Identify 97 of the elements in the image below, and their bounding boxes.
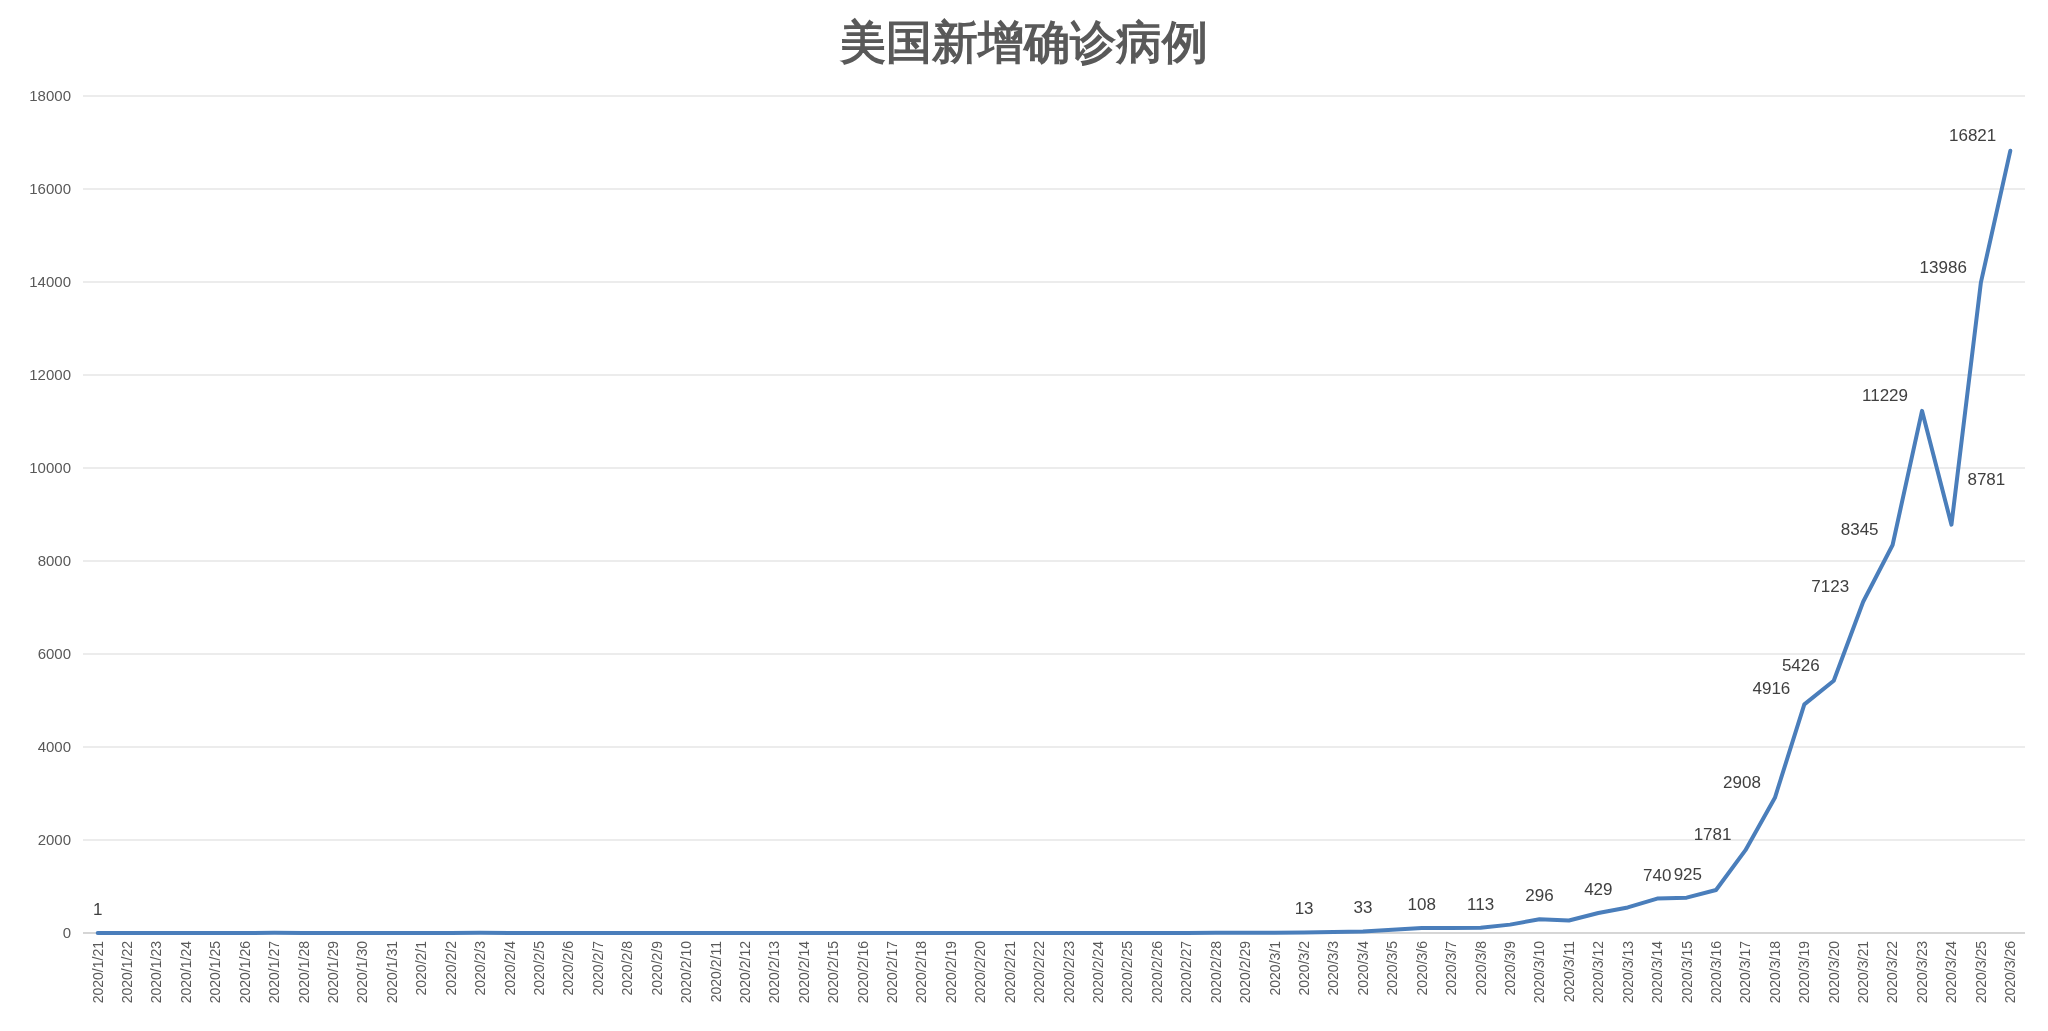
data-label: 8345 xyxy=(1840,519,1879,539)
x-tick-label: 2020/3/11 xyxy=(1560,940,1577,1003)
x-tick-label: 2020/3/25 xyxy=(1972,940,1989,1004)
x-tick-label: 2020/2/4 xyxy=(501,940,518,996)
x-tick-label: 2020/3/4 xyxy=(1354,940,1371,996)
x-tick-label: 2020/3/17 xyxy=(1737,940,1754,1004)
x-tick-label: 2020/3/1 xyxy=(1266,940,1283,996)
x-tick-label: 2020/3/7 xyxy=(1443,940,1460,996)
data-label: 13986 xyxy=(1919,257,1967,277)
x-tick-label: 2020/1/30 xyxy=(354,940,371,1004)
x-tick-label: 2020/2/5 xyxy=(530,940,547,996)
x-tick-label: 2020/2/19 xyxy=(942,940,959,1004)
x-tick-label: 2020/3/16 xyxy=(1707,940,1724,1004)
x-tick-label: 2020/2/26 xyxy=(1148,940,1165,1004)
x-tick-label: 2020/3/14 xyxy=(1649,940,1666,1004)
x-tick-label: 2020/2/21 xyxy=(1001,940,1018,1004)
x-tick-label: 2020/3/18 xyxy=(1766,940,1783,1004)
x-tick-label: 2020/3/20 xyxy=(1825,940,1842,1004)
data-label: 1 xyxy=(92,899,103,919)
x-tick-label: 2020/3/24 xyxy=(1943,940,1960,1004)
x-tick-label: 2020/3/19 xyxy=(1796,940,1813,1004)
data-label: 2908 xyxy=(1723,772,1761,792)
x-tick-label: 2020/2/27 xyxy=(1178,940,1195,1004)
y-tick-label: 8000 xyxy=(37,552,71,570)
x-tick-label: 2020/2/24 xyxy=(1090,940,1107,1004)
x-tick-label: 2020/2/17 xyxy=(884,940,901,1004)
x-tick-label: 2020/2/22 xyxy=(1031,940,1048,1004)
data-label: 108 xyxy=(1407,894,1436,914)
y-tick-label: 0 xyxy=(62,924,71,942)
x-tick-label: 2020/2/16 xyxy=(854,940,871,1004)
x-tick-label: 2020/3/6 xyxy=(1413,940,1430,996)
data-label: 11229 xyxy=(1862,385,1909,405)
x-tick-label: 2020/1/21 xyxy=(89,940,106,1004)
chart-title: 美国新增确诊病例 xyxy=(839,15,1208,69)
x-tick-label: 2020/3/26 xyxy=(2002,940,2019,1004)
x-tick-label: 2020/2/20 xyxy=(972,940,989,1004)
x-tick-label: 2020/2/15 xyxy=(825,940,842,1004)
x-tick-label: 2020/1/26 xyxy=(236,940,253,1004)
data-label: 16821 xyxy=(1949,125,1997,145)
x-tick-label: 2020/3/3 xyxy=(1325,940,1342,996)
data-label: 113 xyxy=(1467,894,1495,914)
x-tick-label: 2020/3/10 xyxy=(1531,940,1548,1004)
x-tick-label: 2020/2/14 xyxy=(795,940,812,1004)
x-tick-label: 2020/2/1 xyxy=(413,940,430,996)
data-label: 740 xyxy=(1643,865,1672,885)
data-label: 7123 xyxy=(1811,576,1850,596)
y-tick-label: 14000 xyxy=(29,273,71,291)
x-tick-label: 2020/1/28 xyxy=(295,940,312,1004)
x-tick-label: 2020/2/28 xyxy=(1207,940,1224,1004)
x-tick-label: 2020/2/29 xyxy=(1237,940,1254,1004)
x-tick-label: 2020/3/23 xyxy=(1913,940,1930,1004)
data-label: 296 xyxy=(1525,886,1554,906)
line-series xyxy=(95,148,2013,935)
y-tick-label: 4000 xyxy=(37,738,71,756)
x-tick-label: 2020/3/21 xyxy=(1855,940,1872,1004)
x-tick-label: 2020/2/25 xyxy=(1119,940,1136,1004)
x-tick-label: 2020/2/10 xyxy=(678,940,695,1004)
data-label: 429 xyxy=(1584,880,1613,900)
data-label: 1781 xyxy=(1693,825,1732,845)
x-tick-label: 2020/2/6 xyxy=(560,940,577,996)
data-label: 5426 xyxy=(1781,655,1820,675)
x-tick-label: 2020/2/8 xyxy=(619,940,636,996)
data-label: 8781 xyxy=(1967,469,2006,489)
x-tick-label: 2020/3/13 xyxy=(1619,940,1636,1004)
data-label: 13 xyxy=(1294,899,1314,919)
x-tick-label: 2020/2/11 xyxy=(707,940,724,1003)
x-tick-label: 2020/2/12 xyxy=(736,940,753,1004)
x-tick-label: 2020/3/8 xyxy=(1472,940,1489,996)
x-tick-label: 2020/3/15 xyxy=(1678,940,1695,1004)
x-tick-label: 2020/1/31 xyxy=(383,940,400,1004)
data-label: 4916 xyxy=(1752,679,1791,699)
x-tick-label: 2020/3/2 xyxy=(1296,940,1313,996)
x-tick-label: 2020/2/13 xyxy=(766,940,783,1004)
y-tick-label: 2000 xyxy=(37,831,71,849)
y-tick-label: 16000 xyxy=(29,180,71,198)
x-tick-label: 2020/1/23 xyxy=(148,940,165,1004)
x-tick-label: 2020/1/29 xyxy=(325,940,342,1004)
x-tick-label: 2020/2/7 xyxy=(589,940,606,996)
y-tick-label: 6000 xyxy=(37,645,71,663)
y-tick-label: 18000 xyxy=(29,87,71,105)
data-label: 33 xyxy=(1353,898,1373,918)
x-tick-label: 2020/3/9 xyxy=(1501,940,1518,996)
x-tick-label: 2020/3/5 xyxy=(1384,940,1401,996)
x-tick-label: 2020/1/22 xyxy=(119,940,136,1004)
x-tick-label: 2020/1/27 xyxy=(266,940,283,1004)
x-tick-label: 2020/1/25 xyxy=(207,940,224,1004)
x-tick-label: 2020/2/9 xyxy=(648,940,665,996)
x-tick-label: 2020/2/2 xyxy=(442,940,459,996)
x-tick-label: 2020/3/12 xyxy=(1590,940,1607,1004)
y-tick-label: 10000 xyxy=(29,459,71,477)
x-tick-label: 2020/1/24 xyxy=(177,940,194,1004)
x-tick-label: 2020/3/22 xyxy=(1884,940,1901,1004)
x-tick-label: 2020/2/23 xyxy=(1060,940,1077,1004)
x-tick-label: 2020/2/3 xyxy=(472,940,489,996)
y-tick-label: 12000 xyxy=(29,366,71,384)
data-label: 925 xyxy=(1673,864,1703,884)
x-tick-label: 2020/2/18 xyxy=(913,940,930,1004)
